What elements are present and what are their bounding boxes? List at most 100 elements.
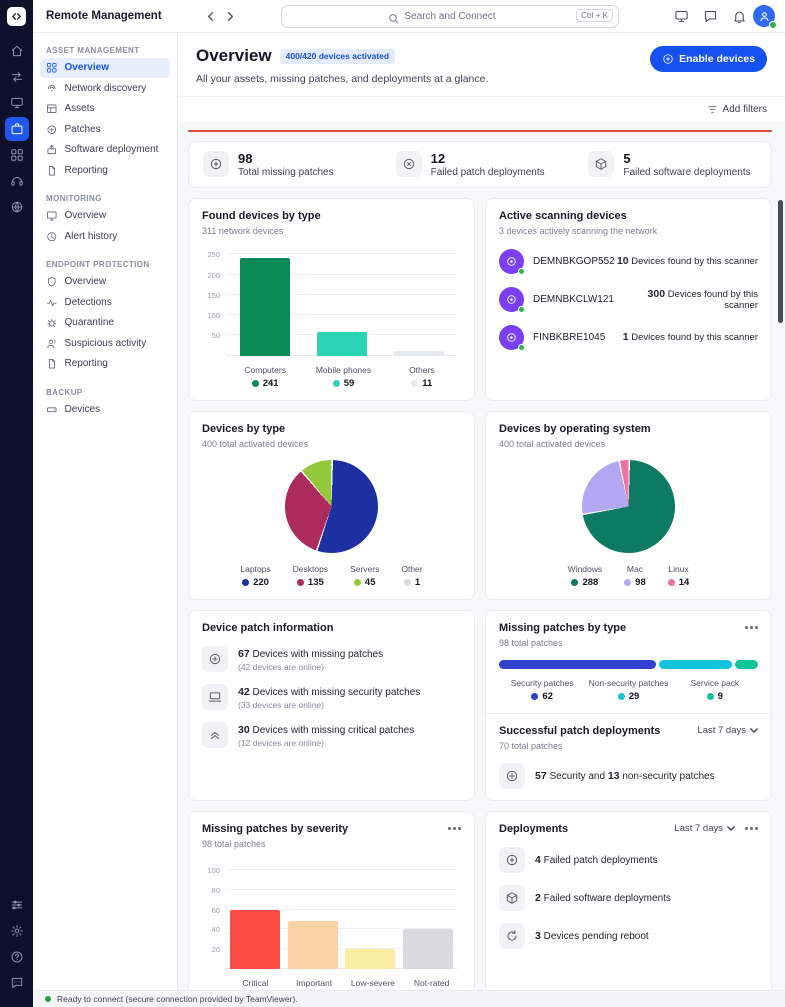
stat-value: 12 bbox=[430, 151, 446, 166]
stat-value: 5 bbox=[623, 151, 631, 166]
scanner-found-count: 10 Devices found by this scanner bbox=[616, 255, 758, 268]
online-devices-note: (12 devices are online) bbox=[238, 737, 324, 748]
sidebar-item-quarantine[interactable]: Quarantine bbox=[40, 313, 170, 333]
chart-legend: Laptops 220 Desktops 135 Servers 45 Other 1 bbox=[202, 564, 461, 588]
search-input[interactable] bbox=[282, 5, 618, 27]
scanner-online-dot bbox=[518, 343, 525, 351]
forward-button[interactable] bbox=[220, 6, 240, 26]
sidebar-item-overview[interactable]: Overview bbox=[40, 58, 170, 78]
scanner-row: DEMNBKCLW121 300 Devices found by this s… bbox=[499, 286, 758, 313]
sidebar-item-label: Quarantine bbox=[64, 317, 114, 329]
card-title: Devices by type bbox=[202, 422, 286, 435]
more-menu-icon[interactable] bbox=[745, 626, 758, 629]
package-icon bbox=[588, 151, 615, 178]
date-range-dropdown[interactable]: Last 7 days bbox=[674, 823, 735, 834]
notifications-bell-icon[interactable] bbox=[732, 9, 747, 24]
sidebar-item-label: Suspicious activity bbox=[64, 337, 147, 349]
back-button[interactable] bbox=[200, 6, 220, 26]
stat-label: Total missing patches bbox=[238, 166, 334, 178]
devices-by-type-card: Devices by type 400 total activated devi… bbox=[188, 410, 475, 600]
enable-devices-button[interactable]: Enable devices bbox=[650, 46, 767, 72]
patch-info-row: 67 Devices with missing patches (42 devi… bbox=[202, 645, 461, 672]
rail-help-icon[interactable] bbox=[5, 945, 29, 969]
stat-label: Failed patch deployments bbox=[430, 166, 545, 178]
status-text: Ready to connect (secure connection prov… bbox=[57, 994, 298, 1004]
sidebar-item-suspicious-activity[interactable]: Suspicious activity bbox=[40, 334, 170, 354]
sidebar-item-label: Overview bbox=[64, 62, 109, 74]
scanner-row: FINBKBRE1045 1 Devices found by this sca… bbox=[499, 324, 758, 351]
sidebar-item-label: Devices bbox=[64, 403, 101, 415]
sidebar-item-endpoint-overview[interactable]: Overview bbox=[40, 272, 170, 292]
legend-item: Desktops 135 bbox=[292, 563, 329, 588]
date-range-dropdown[interactable]: Last 7 days bbox=[697, 725, 758, 736]
sessions-icon[interactable] bbox=[674, 9, 689, 24]
scanner-online-dot bbox=[518, 305, 525, 313]
patch-icon bbox=[203, 151, 229, 178]
sidebar-item-ep-reporting[interactable]: Reporting bbox=[40, 354, 170, 374]
sidebar-item-backup-devices[interactable]: Devices bbox=[40, 400, 170, 420]
sidebar-item-network-discovery[interactable]: Network discovery bbox=[40, 79, 170, 99]
legend-item: Other 1 bbox=[401, 563, 423, 588]
card-subtitle: 98 total patches bbox=[202, 838, 266, 849]
stats-summary-card: 98 Total missing patches 12 Failed patch d… bbox=[188, 141, 772, 188]
sidebar-item-patches[interactable]: Patches bbox=[40, 120, 170, 140]
chat-icon[interactable] bbox=[703, 9, 718, 24]
bug-icon bbox=[47, 318, 56, 327]
card-subtitle: 400 total activated devices bbox=[499, 438, 606, 449]
add-filters-button[interactable]: Add filters bbox=[707, 104, 767, 115]
missing-patches-stacked-chart: Security patches 62 Non-security patches 29… bbox=[499, 659, 758, 702]
legend-item: Others 11 bbox=[409, 364, 435, 389]
rail-support-icon[interactable] bbox=[5, 169, 29, 193]
legend-item: Critical60 bbox=[226, 978, 285, 990]
filter-icon bbox=[707, 106, 717, 113]
legend-item: Security patches 62 bbox=[510, 677, 574, 702]
rail-web-icon[interactable] bbox=[5, 195, 29, 219]
sidebar-item-label: Overview bbox=[64, 276, 107, 288]
rail-feedback-icon[interactable] bbox=[5, 971, 29, 995]
deployments-card: Deployments Last 7 days 4 Failed patch d… bbox=[485, 810, 772, 990]
sidebar-item-monitoring-overview[interactable]: Overview bbox=[40, 206, 170, 226]
sidebar-item-software-deployment[interactable]: Software deployment bbox=[40, 140, 170, 160]
sidebar-item-label: Reporting bbox=[64, 164, 108, 176]
sidebar-section-label: MONITORING bbox=[46, 194, 102, 203]
rail-service-desk-icon[interactable] bbox=[5, 143, 29, 167]
sidebar-item-label: Assets bbox=[64, 103, 95, 115]
rail-remote-management-icon[interactable] bbox=[4, 117, 29, 141]
scanner-row: DEMNBKGOP552 10 Devices found by this sc… bbox=[499, 248, 758, 275]
chevron-down-icon bbox=[727, 826, 735, 831]
legend-item: Mobile phones 59 bbox=[315, 364, 372, 389]
sidebar-item-alert-history[interactable]: Alert history bbox=[40, 227, 170, 247]
patch-icon bbox=[499, 846, 525, 873]
rail-home-icon[interactable] bbox=[5, 39, 29, 63]
more-menu-icon[interactable] bbox=[745, 827, 758, 830]
teamviewer-logo bbox=[7, 7, 26, 26]
rail-devices-icon[interactable] bbox=[5, 91, 29, 115]
enable-devices-label: Enable devices bbox=[679, 53, 755, 65]
card-subtitle: 98 total patches bbox=[499, 637, 563, 648]
sidebar-item-detections[interactable]: Detections bbox=[40, 293, 170, 313]
table-icon bbox=[47, 104, 57, 113]
sidebar-item-label: Detections bbox=[64, 296, 112, 308]
card-title: Missing patches by type bbox=[499, 621, 627, 634]
more-menu-icon[interactable] bbox=[448, 827, 461, 830]
patch-info-row: 42 Devices with missing security patches… bbox=[202, 683, 461, 710]
user-avatar[interactable] bbox=[753, 5, 777, 29]
reboot-icon bbox=[499, 922, 525, 949]
scanner-name: DEMNBKCLW121 bbox=[533, 293, 614, 305]
rail-connections-icon[interactable] bbox=[5, 65, 29, 89]
critical-chevrons-icon bbox=[202, 721, 228, 748]
sidebar-item-label: Patches bbox=[64, 123, 101, 135]
legend-item: Mac 98 bbox=[613, 564, 657, 588]
card-title: Active scanning devices bbox=[499, 209, 627, 222]
sidebar-item-label: Overview bbox=[64, 210, 107, 222]
sidebar-item-assets[interactable]: Assets bbox=[40, 99, 170, 119]
rail-settings-icon[interactable] bbox=[5, 919, 29, 943]
chevron-down-icon bbox=[750, 728, 758, 733]
radar-icon bbox=[47, 84, 56, 91]
online-status-dot bbox=[769, 21, 777, 29]
sidebar-item-reporting[interactable]: Reporting bbox=[40, 161, 170, 181]
stat-failed-software-deployments: 5 Failed software deployments bbox=[576, 151, 769, 178]
rail-tools-icon[interactable] bbox=[5, 893, 29, 917]
scrollbar-thumb[interactable] bbox=[778, 200, 783, 323]
missing-patches-by-severity-card: Missing patches by severity 98 total pat… bbox=[188, 810, 475, 990]
